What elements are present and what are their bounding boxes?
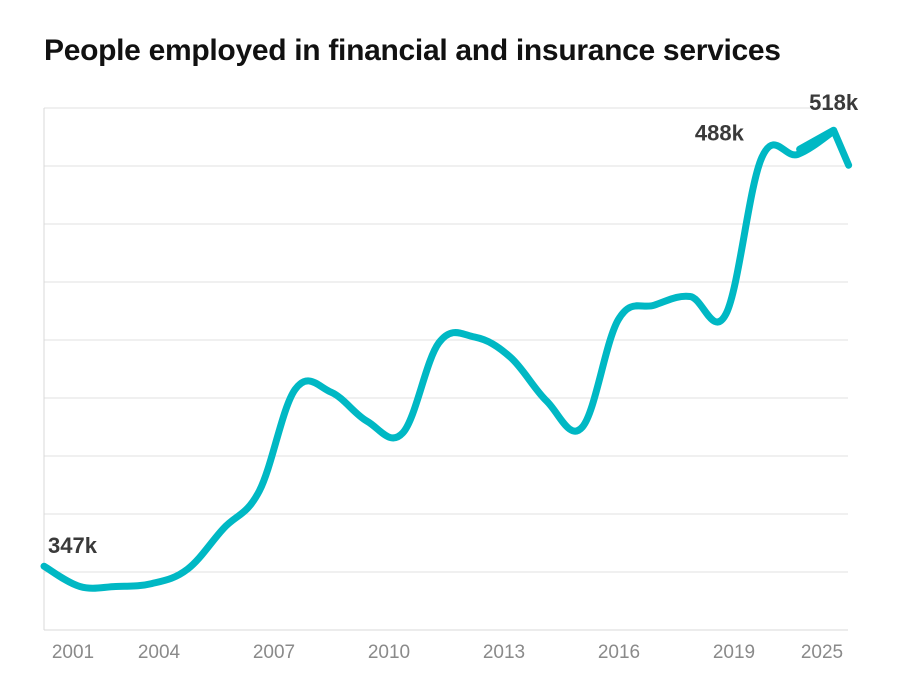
data-label-488k: 488k bbox=[695, 120, 745, 145]
data-label-518k: 518k bbox=[809, 90, 859, 115]
data-label-347k: 347k bbox=[48, 533, 98, 558]
series-line-employment bbox=[40, 127, 838, 592]
chart-title: People employed in financial and insuran… bbox=[44, 34, 781, 67]
x-tick-label-2025: 2025 bbox=[801, 642, 843, 663]
x-tick-label-2001: 2001 bbox=[52, 642, 94, 663]
series-lines bbox=[40, 126, 853, 592]
data-labels: 347k 488k 518k bbox=[48, 90, 859, 558]
x-tick-label-2019: 2019 bbox=[713, 642, 755, 663]
x-tick-label-2016: 2016 bbox=[598, 642, 640, 663]
axes bbox=[43, 108, 848, 631]
x-tick-label-2007: 2007 bbox=[253, 642, 295, 663]
x-tick-label-2013: 2013 bbox=[483, 642, 525, 663]
x-tick-label-2010: 2010 bbox=[368, 642, 410, 663]
x-tick-label-2004: 2004 bbox=[138, 642, 181, 663]
x-tick-labels: 2001 2004 2007 2010 2013 2016 2019 2025 bbox=[52, 642, 843, 663]
arrow-head-icon bbox=[796, 126, 853, 169]
grid-lines bbox=[44, 107, 848, 573]
